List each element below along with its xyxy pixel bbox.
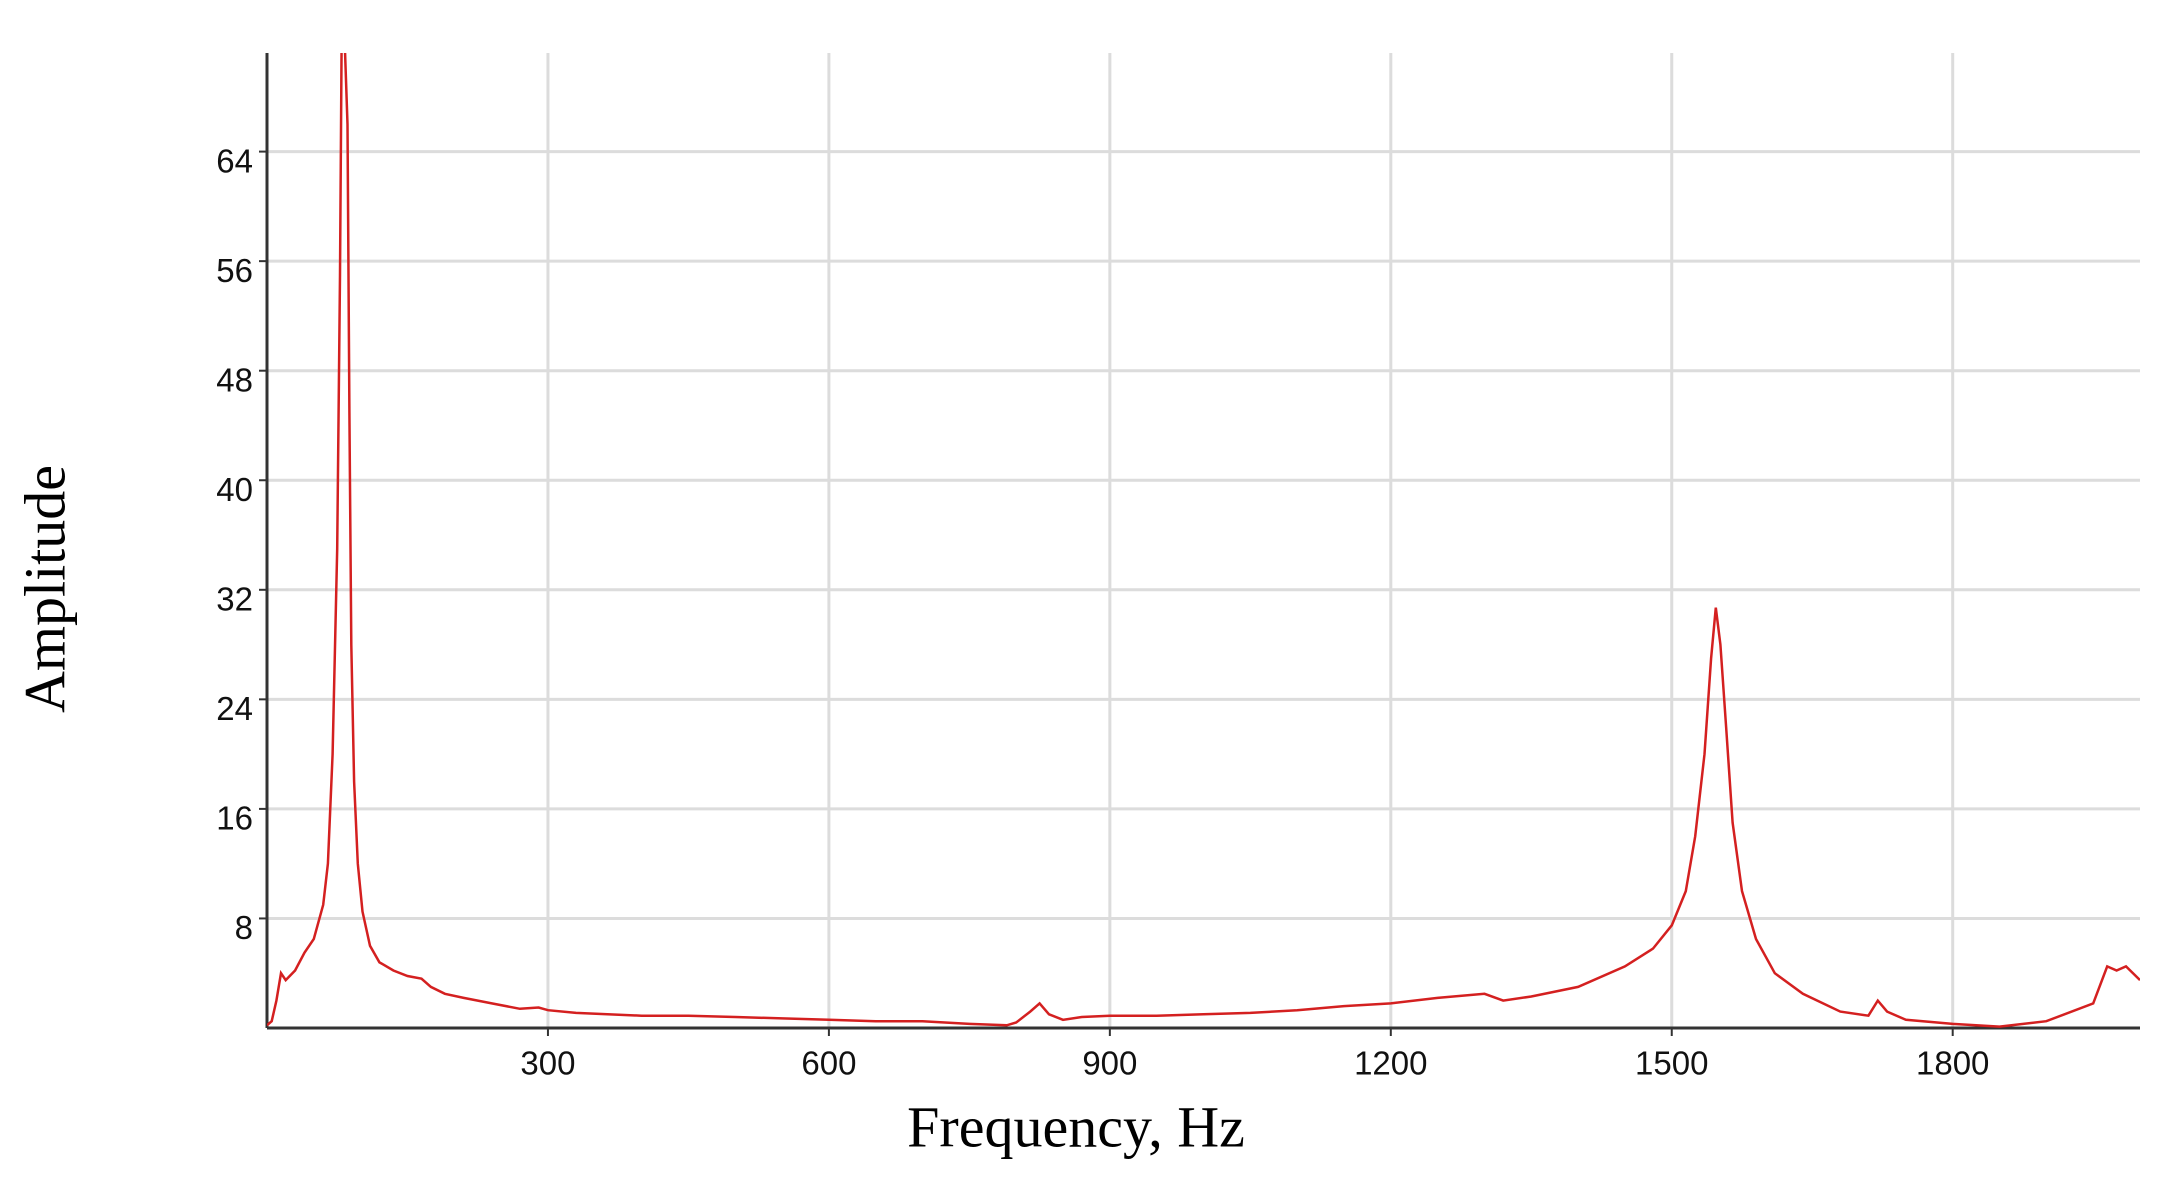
y-tick-label: 40 bbox=[216, 471, 253, 508]
x-tick-label: 1200 bbox=[1354, 1045, 1427, 1082]
y-tick-label: 24 bbox=[216, 690, 253, 727]
data-line bbox=[267, 53, 2140, 1028]
y-tick-label: 56 bbox=[216, 252, 253, 289]
y-axis-title: Amplitude bbox=[12, 465, 77, 713]
y-tick-label: 16 bbox=[216, 800, 253, 837]
x-tick-label: 1800 bbox=[1916, 1045, 1989, 1082]
y-tick-label: 32 bbox=[216, 581, 253, 618]
x-tick-label: 1500 bbox=[1635, 1045, 1708, 1082]
x-tick-label: 900 bbox=[1082, 1045, 1137, 1082]
y-tick-label: 64 bbox=[216, 142, 253, 179]
y-tick-label: 8 bbox=[235, 909, 253, 946]
y-tick-label: 48 bbox=[216, 361, 253, 398]
x-axis-title: Frequency, Hz bbox=[907, 1094, 1245, 1159]
x-tick-label: 300 bbox=[520, 1045, 575, 1082]
x-tick-label: 600 bbox=[801, 1045, 856, 1082]
